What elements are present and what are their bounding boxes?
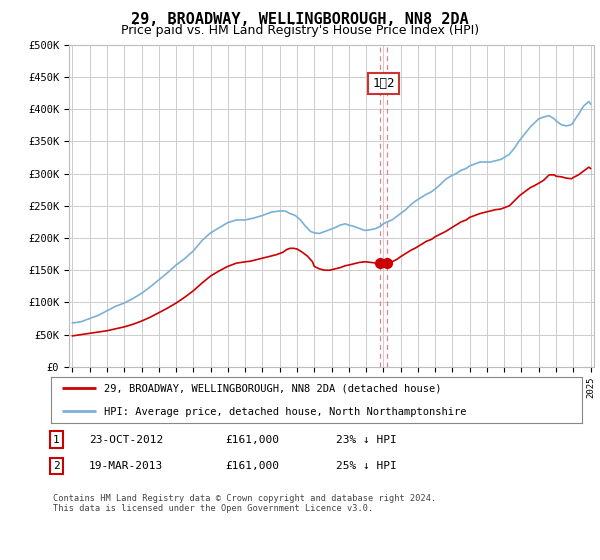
Text: 29, BROADWAY, WELLINGBOROUGH, NN8 2DA (detached house): 29, BROADWAY, WELLINGBOROUGH, NN8 2DA (d… bbox=[104, 384, 442, 394]
Text: Price paid vs. HM Land Registry's House Price Index (HPI): Price paid vs. HM Land Registry's House … bbox=[121, 24, 479, 36]
Text: 23% ↓ HPI: 23% ↓ HPI bbox=[336, 435, 397, 445]
Text: £161,000: £161,000 bbox=[225, 461, 279, 471]
Text: 25% ↓ HPI: 25% ↓ HPI bbox=[336, 461, 397, 471]
Text: £161,000: £161,000 bbox=[225, 435, 279, 445]
Text: 1: 1 bbox=[53, 435, 59, 445]
Text: 2: 2 bbox=[53, 461, 59, 471]
Text: Contains HM Land Registry data © Crown copyright and database right 2024.
This d: Contains HM Land Registry data © Crown c… bbox=[53, 494, 436, 514]
Text: 1⁦2: 1⁦2 bbox=[372, 77, 395, 90]
Text: 23-OCT-2012: 23-OCT-2012 bbox=[89, 435, 163, 445]
Text: HPI: Average price, detached house, North Northamptonshire: HPI: Average price, detached house, Nort… bbox=[104, 407, 467, 417]
Text: 19-MAR-2013: 19-MAR-2013 bbox=[89, 461, 163, 471]
Text: 29, BROADWAY, WELLINGBOROUGH, NN8 2DA: 29, BROADWAY, WELLINGBOROUGH, NN8 2DA bbox=[131, 12, 469, 27]
